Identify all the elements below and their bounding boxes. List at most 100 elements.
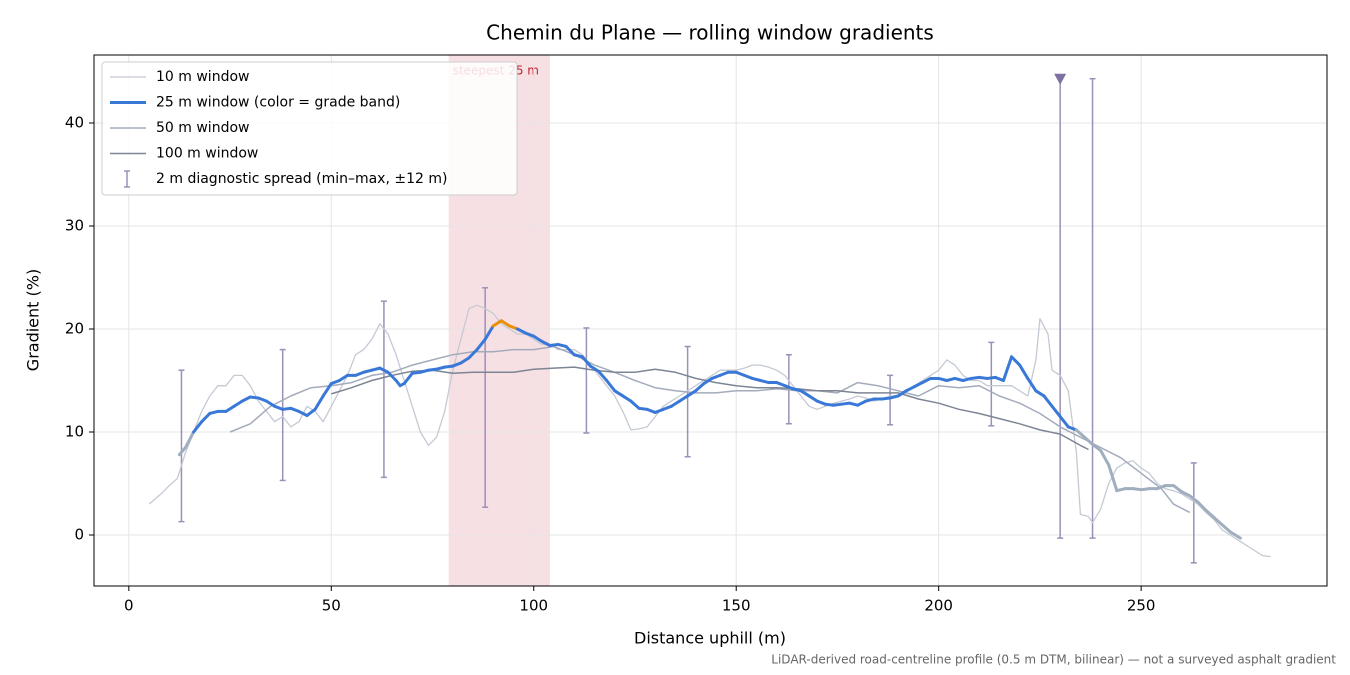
line-segment [192, 420, 204, 434]
line-segment [321, 382, 333, 398]
spread-bar [178, 369, 185, 523]
line-segment [1042, 394, 1054, 408]
x-tick-label: 200 [924, 597, 953, 615]
spread-bar [988, 341, 995, 427]
line-segment [1180, 490, 1192, 498]
line-segment [337, 373, 349, 383]
line-segment [1212, 516, 1224, 527]
x-tick-label: 150 [722, 597, 751, 615]
spread-bar [380, 300, 387, 479]
spread-bar [1057, 77, 1064, 539]
line-segment [232, 399, 244, 408]
spread-marker [1054, 73, 1067, 85]
legend-label: 50 m window [156, 120, 249, 136]
line-segment [177, 445, 188, 457]
line-segment [621, 394, 633, 403]
line-segment [564, 345, 576, 357]
line [331, 366, 1089, 451]
line-segment [613, 389, 625, 398]
line-segment [597, 369, 609, 383]
x-tick-label: 0 [124, 597, 134, 615]
spread-bar [1190, 462, 1197, 564]
spread-bar [887, 374, 894, 426]
line-segment [904, 385, 916, 393]
line-segment [678, 394, 690, 403]
line-segment [532, 334, 544, 343]
line-segment [240, 395, 252, 403]
line-segment [224, 404, 236, 413]
line-segment [475, 337, 487, 352]
line-segment [402, 371, 414, 386]
y-tick-label: 10 [65, 423, 84, 441]
line-segment [1058, 415, 1070, 429]
line-segment [1082, 435, 1095, 446]
line-segment [467, 348, 479, 360]
line-segment [856, 399, 868, 407]
line-segment [459, 356, 471, 365]
line-segment [313, 394, 325, 411]
line-segment [200, 411, 212, 424]
line-segment [1050, 404, 1062, 419]
footnote: LiDAR-derived road-centreline profile (0… [771, 653, 1336, 667]
line-segment [1074, 428, 1086, 439]
line-segment [669, 399, 682, 408]
line-segment [491, 319, 503, 328]
spread-bar [1089, 77, 1096, 539]
chart-title: Chemin du Plane — rolling window gradien… [486, 21, 934, 45]
line-segment [1107, 463, 1119, 493]
legend: 10 m window 25 m window (color = grade ba… [101, 61, 518, 196]
spread-bar [279, 348, 286, 482]
line-segment [605, 379, 617, 393]
x-tick-label: 100 [519, 597, 548, 615]
line-segment [1018, 363, 1030, 380]
line-segment [1204, 508, 1216, 520]
line-segment [1010, 355, 1022, 367]
line-segment [1001, 355, 1014, 383]
x-axis-label: Distance uphill (m) [634, 629, 786, 648]
spread-bar [583, 327, 590, 434]
line [148, 304, 1271, 558]
y-tick-label: 30 [65, 216, 84, 234]
line-segment [702, 376, 714, 386]
line-segment [540, 339, 552, 347]
line-segment [516, 327, 528, 335]
line-segment [912, 381, 924, 389]
line-segment [799, 389, 811, 398]
legend-label: 2 m diagnostic spread (min–max, ±12 m) [156, 171, 447, 187]
line-segment [896, 389, 908, 398]
spread-bar [482, 287, 489, 508]
line-segment [686, 389, 698, 398]
legend-label: 100 m window [156, 146, 258, 162]
legend-label: 10 m window [156, 69, 249, 85]
y-axis-label: Gradient (%) [24, 269, 43, 371]
line-segment [920, 376, 933, 385]
line-segment [1091, 442, 1103, 453]
line [229, 345, 1191, 514]
line-segment [1188, 494, 1200, 504]
line-segment [1026, 376, 1038, 393]
line-segment [378, 366, 390, 374]
spread-bar [684, 345, 691, 458]
y-tick-label: 20 [65, 319, 84, 337]
line-segment [305, 407, 317, 418]
line-segment [629, 399, 641, 410]
y-tick-label: 0 [74, 526, 84, 544]
x-tick-label: 50 [322, 597, 341, 615]
line-segment [297, 409, 309, 418]
line-segment [588, 364, 601, 373]
line-segment [1196, 500, 1208, 512]
x-tick-label: 250 [1127, 597, 1156, 615]
line-segment [264, 399, 277, 408]
line-segment [386, 370, 398, 383]
line-segment [694, 382, 706, 393]
line-segment [1228, 530, 1242, 540]
line-segment [184, 430, 196, 449]
line-segment [580, 355, 592, 368]
line-segment [499, 319, 511, 328]
line-segment [1099, 449, 1111, 467]
line-segment [1034, 389, 1046, 398]
line-segment [807, 394, 819, 403]
plot-frame [93, 54, 1328, 587]
line-segment [1220, 523, 1232, 534]
